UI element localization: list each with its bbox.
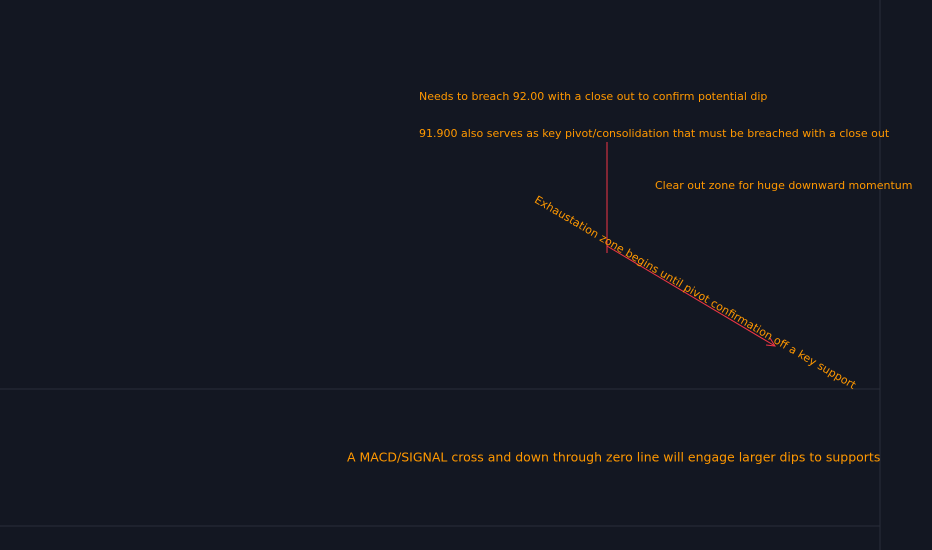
annotation: Clear out zone for huge downward momentu… [655, 179, 912, 192]
annotation: 91.900 also serves as key pivot/consolid… [419, 127, 890, 140]
annotation: Needs to breach 92.00 with a close out t… [419, 90, 767, 103]
arrow-head [765, 337, 776, 347]
annotation: A MACD/SIGNAL cross and down through zer… [347, 450, 880, 465]
drawing-arrow [606, 245, 776, 347]
